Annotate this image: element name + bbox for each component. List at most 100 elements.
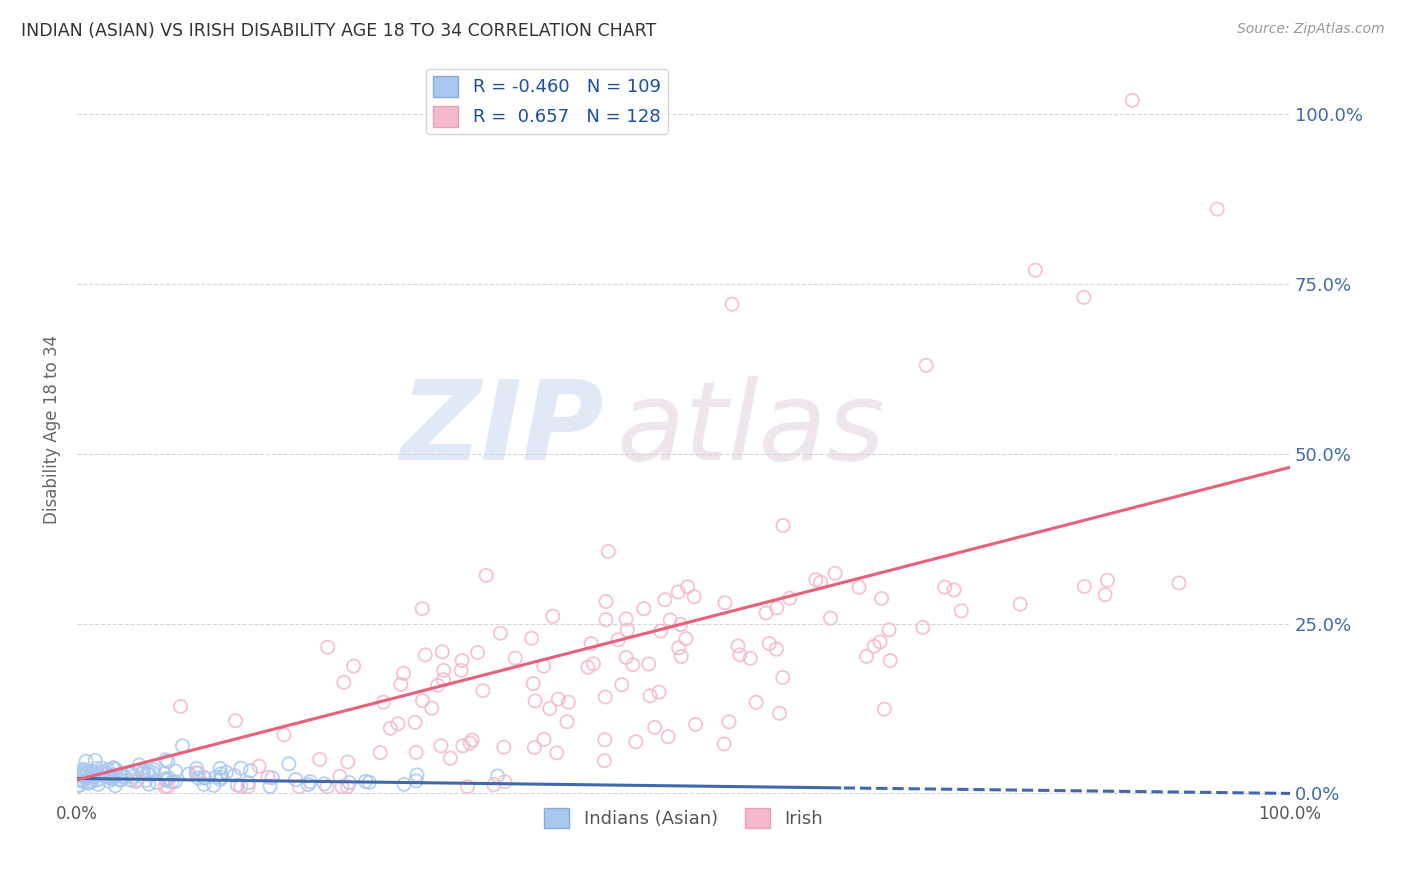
Point — [621, 657, 644, 672]
Point — [405, 746, 427, 760]
Point — [373, 695, 395, 709]
Point — [582, 657, 605, 671]
Point — [503, 651, 526, 665]
Point — [555, 714, 578, 729]
Point — [336, 755, 359, 769]
Point — [89, 765, 111, 780]
Point — [879, 654, 901, 668]
Point — [329, 769, 352, 783]
Point — [316, 780, 339, 794]
Point — [638, 689, 661, 703]
Point — [659, 613, 682, 627]
Point — [595, 594, 617, 608]
Point — [1094, 588, 1116, 602]
Point — [83, 764, 105, 779]
Point — [229, 761, 252, 775]
Point — [165, 774, 187, 789]
Point — [91, 761, 114, 775]
Point — [877, 623, 900, 637]
Point — [779, 591, 801, 606]
Point — [728, 648, 751, 662]
Point — [595, 613, 617, 627]
Point — [75, 754, 97, 768]
Point — [494, 775, 516, 789]
Point — [155, 773, 177, 788]
Point — [755, 606, 778, 620]
Point — [614, 650, 637, 665]
Point — [533, 659, 555, 673]
Point — [387, 716, 409, 731]
Point — [461, 733, 484, 747]
Point — [104, 779, 127, 793]
Point — [433, 663, 456, 677]
Point — [194, 771, 217, 785]
Point — [333, 675, 356, 690]
Point — [579, 637, 602, 651]
Point — [257, 770, 280, 784]
Point — [492, 740, 515, 755]
Text: ZIP: ZIP — [401, 376, 605, 483]
Point — [669, 617, 692, 632]
Point — [209, 761, 232, 775]
Point — [766, 600, 789, 615]
Point — [1010, 597, 1032, 611]
Point — [142, 763, 165, 777]
Point — [226, 778, 249, 792]
Point — [432, 673, 454, 687]
Point — [66, 779, 89, 793]
Point — [169, 699, 191, 714]
Point — [193, 770, 215, 784]
Point — [451, 653, 474, 667]
Point — [657, 730, 679, 744]
Point — [467, 646, 489, 660]
Point — [717, 714, 740, 729]
Point — [69, 769, 91, 783]
Point — [132, 764, 155, 778]
Point — [77, 776, 100, 790]
Point — [100, 770, 122, 784]
Point — [83, 770, 105, 784]
Point — [523, 740, 546, 755]
Point — [593, 690, 616, 704]
Text: INDIAN (ASIAN) VS IRISH DISABILITY AGE 18 TO 34 CORRELATION CHART: INDIAN (ASIAN) VS IRISH DISABILITY AGE 1… — [21, 22, 657, 40]
Point — [772, 518, 794, 533]
Point — [489, 626, 512, 640]
Point — [132, 765, 155, 780]
Point — [354, 774, 377, 789]
Point — [80, 774, 103, 789]
Point — [644, 720, 666, 734]
Point — [471, 683, 494, 698]
Point — [740, 651, 762, 665]
Point — [308, 752, 330, 766]
Point — [668, 640, 690, 655]
Point — [288, 780, 311, 794]
Point — [392, 777, 415, 791]
Point — [721, 297, 744, 311]
Point — [675, 632, 697, 646]
Point — [101, 772, 124, 786]
Point — [538, 701, 561, 715]
Point — [202, 778, 225, 792]
Point — [111, 769, 134, 783]
Point — [125, 774, 148, 789]
Point — [79, 776, 101, 790]
Point — [135, 773, 157, 788]
Point — [546, 746, 568, 760]
Point — [439, 751, 461, 765]
Point — [121, 766, 143, 780]
Point — [87, 777, 110, 791]
Point — [671, 649, 693, 664]
Point — [73, 764, 96, 778]
Point — [404, 715, 426, 730]
Point — [103, 761, 125, 775]
Point — [456, 780, 478, 794]
Point — [172, 739, 194, 753]
Point — [624, 734, 647, 748]
Point — [239, 764, 262, 778]
Point — [177, 767, 200, 781]
Point — [117, 766, 139, 780]
Point — [676, 580, 699, 594]
Point — [745, 695, 768, 709]
Point — [247, 759, 270, 773]
Point — [128, 758, 150, 772]
